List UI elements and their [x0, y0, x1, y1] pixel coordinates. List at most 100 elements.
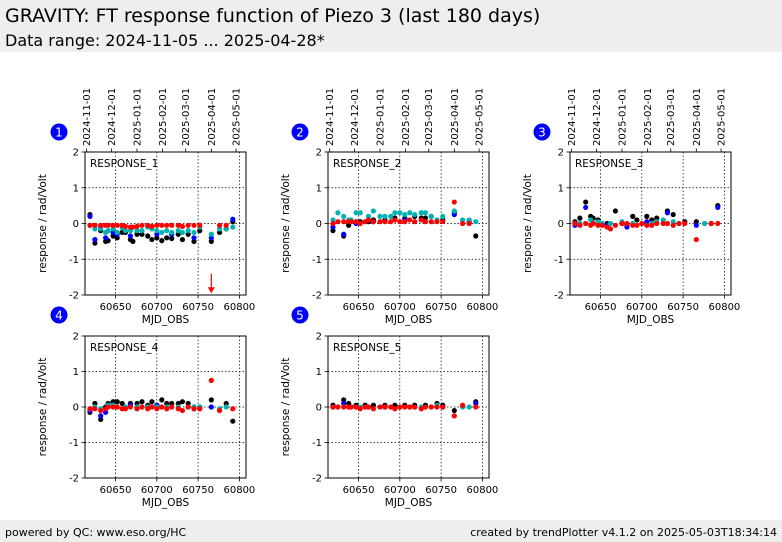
data-point — [649, 217, 655, 223]
series-red — [572, 220, 721, 243]
data-point — [634, 222, 640, 228]
data-point — [105, 222, 111, 228]
data-point — [159, 397, 165, 403]
outlier-arrow-head — [207, 287, 215, 294]
data-point — [388, 213, 394, 219]
data-point — [412, 404, 418, 410]
data-point — [87, 222, 93, 228]
panel-number-label: 3 — [538, 126, 546, 140]
data-point — [103, 235, 109, 241]
data-point — [335, 210, 341, 216]
data-point — [145, 233, 151, 239]
data-point — [630, 222, 636, 228]
date-tick-label: 2025-05-01 — [475, 88, 486, 146]
data-point — [216, 222, 223, 228]
data-point — [154, 228, 160, 234]
data-point — [179, 399, 186, 405]
data-point — [370, 208, 377, 214]
footer-created-by: created by trendPlotter v4.1.2 on 2025-0… — [470, 526, 777, 539]
data-point — [164, 235, 170, 241]
data-point — [392, 210, 398, 216]
data-point — [122, 223, 129, 229]
report-footer: powered by QC: www.eso.org/HC created by… — [0, 520, 782, 542]
data-point — [422, 219, 429, 225]
data-point — [357, 210, 363, 216]
data-point — [619, 220, 625, 227]
data-point — [208, 238, 214, 244]
date-tick-label: 2025-02-01 — [643, 88, 654, 146]
data-point — [134, 228, 140, 234]
x-tick-label: 60750 — [425, 302, 457, 313]
data-point — [590, 220, 596, 227]
y-tick-label: 0 — [73, 219, 79, 230]
y-tick-label: -1 — [69, 438, 79, 449]
data-point — [185, 222, 191, 228]
data-point — [348, 404, 354, 410]
data-point — [466, 404, 472, 410]
panel-annotation: RESPONSE_2 — [333, 158, 401, 170]
data-point — [412, 219, 418, 225]
y-tick-label: -2 — [69, 291, 79, 302]
data-point — [230, 224, 236, 230]
data-point — [191, 235, 197, 241]
data-point — [335, 219, 341, 225]
data-point — [428, 404, 434, 410]
x-tick-label: 60650 — [343, 485, 375, 496]
chart-panel-4: 60650 60700 60750 60800-2-1012MJD_OBSrespon… — [37, 306, 255, 509]
data-point — [397, 210, 403, 216]
footer-credit-link[interactable]: powered by QC: www.eso.org/HC — [5, 526, 187, 539]
x-tick-label: 60750 — [667, 302, 699, 313]
y-tick-label: -1 — [554, 255, 564, 266]
data-point — [583, 204, 589, 211]
data-point — [330, 224, 336, 230]
data-point — [216, 229, 223, 236]
data-point — [216, 226, 223, 232]
panel-number-badge — [50, 123, 68, 141]
data-point — [392, 217, 398, 223]
data-point — [388, 404, 394, 410]
panel-number-badge — [533, 123, 551, 141]
data-point — [139, 222, 145, 228]
data-point — [110, 233, 116, 239]
data-point — [599, 222, 605, 228]
data-point — [428, 219, 434, 225]
data-point — [179, 407, 186, 414]
data-point — [440, 213, 446, 219]
data-point — [377, 213, 383, 219]
y-tick-label: 1 — [73, 367, 79, 378]
data-point — [370, 406, 377, 412]
data-point — [216, 407, 223, 414]
date-tick-label: 2025-03-01 — [424, 88, 435, 146]
panel-number-label: 1 — [55, 126, 63, 140]
data-point — [639, 220, 645, 227]
series-red — [87, 377, 236, 414]
series-blue — [87, 213, 236, 243]
data-point — [412, 211, 418, 218]
data-point — [664, 210, 671, 216]
data-point — [185, 228, 191, 234]
data-point — [179, 223, 186, 229]
data-point — [139, 404, 145, 410]
data-point — [624, 224, 630, 230]
data-point — [114, 404, 120, 410]
x-tick-label: 60650 — [343, 302, 375, 313]
date-tick-label: 2024-11-01 — [325, 88, 336, 146]
data-point — [382, 213, 388, 219]
date-tick-label: 2025-05-01 — [232, 88, 243, 146]
y-tick-label: 2 — [73, 148, 79, 159]
data-point — [179, 229, 186, 236]
data-point — [422, 404, 429, 410]
data-point — [407, 217, 413, 223]
page-title: GRAVITY: FT response function of Piezo 3… — [5, 5, 541, 27]
data-point — [92, 240, 98, 246]
data-point — [440, 219, 446, 225]
y-tick-label: 1 — [558, 183, 564, 194]
data-point — [644, 213, 650, 219]
panel-number-badge — [50, 306, 68, 324]
date-tick-label: 2025-01-01 — [618, 88, 629, 146]
data-point — [365, 217, 372, 223]
data-point — [341, 213, 347, 219]
data-point — [230, 406, 236, 412]
y-tick-label: -1 — [312, 438, 322, 449]
data-point — [159, 404, 165, 410]
